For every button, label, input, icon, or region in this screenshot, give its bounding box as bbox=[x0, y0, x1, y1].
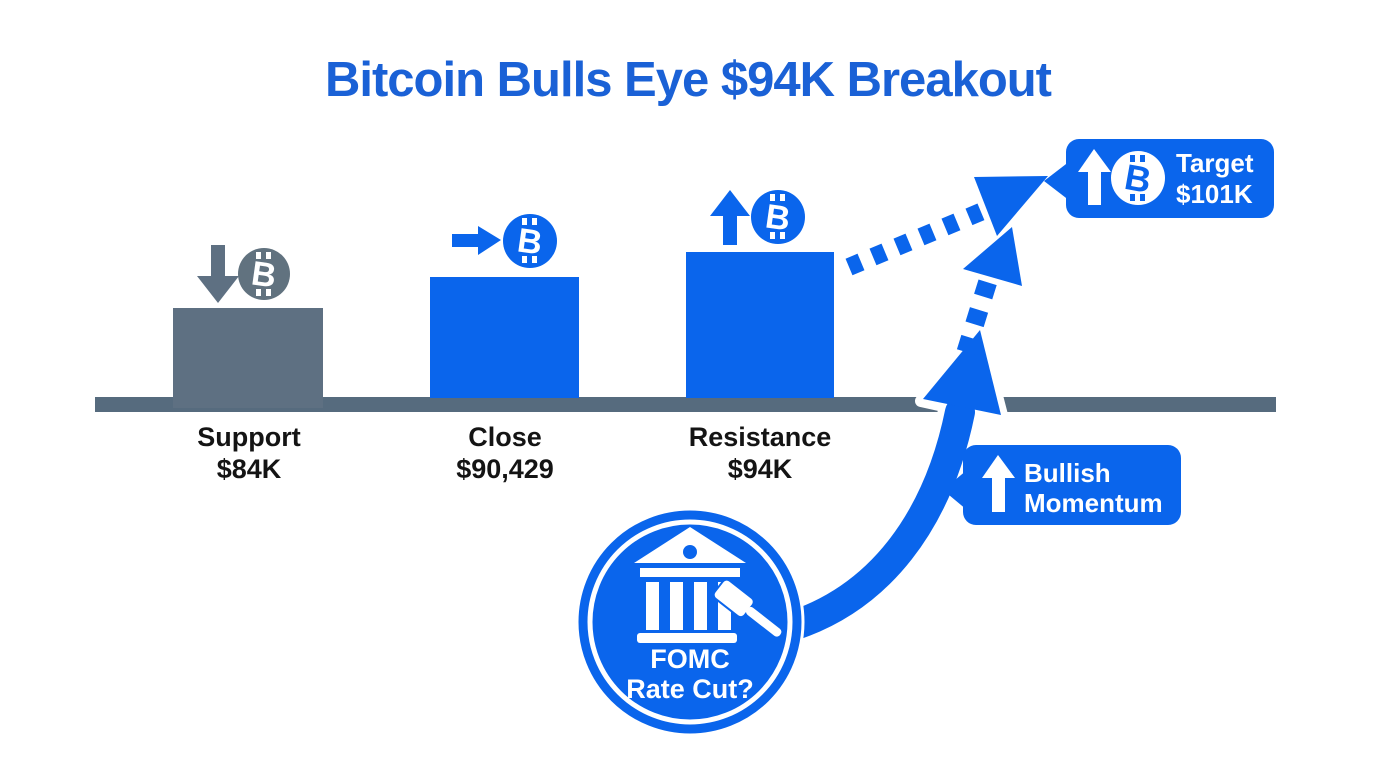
fomc-label-line2: Rate Cut? bbox=[626, 674, 754, 704]
momentum-label-line2: Momentum bbox=[1024, 488, 1163, 518]
support-label: Support bbox=[197, 422, 300, 452]
support-down-arrow-icon bbox=[197, 245, 239, 303]
resistance-bar bbox=[686, 252, 834, 398]
target-up-arrow-icon bbox=[1078, 149, 1111, 205]
bitcoin-letter: B bbox=[249, 254, 279, 295]
dashed-breakout-arrow bbox=[845, 176, 1048, 276]
bullish-momentum-badge: Bullish Momentum bbox=[943, 445, 1181, 525]
fomc-label-line1: FOMC bbox=[650, 644, 729, 674]
support-bitcoin-icon: B bbox=[238, 248, 290, 300]
close-bitcoin-icon: B bbox=[503, 214, 557, 268]
momentum-up-arrow-icon bbox=[982, 455, 1015, 512]
resistance-label: Resistance bbox=[689, 422, 832, 452]
resistance-bitcoin-icon: B bbox=[751, 190, 805, 244]
target-label: Target bbox=[1176, 148, 1254, 178]
close-value: $90,429 bbox=[456, 454, 554, 484]
fomc-circle: FOMC Rate Cut? bbox=[575, 507, 805, 737]
fomc-momentum-curved-arrow bbox=[764, 324, 1009, 650]
momentum-label-line1: Bullish bbox=[1024, 458, 1111, 488]
gavel-icon bbox=[712, 578, 782, 637]
page-title: Bitcoin Bulls Eye $94K Breakout bbox=[324, 53, 1052, 107]
resistance-up-arrow-icon bbox=[710, 190, 750, 245]
close-right-arrow-icon bbox=[452, 226, 501, 255]
close-bar bbox=[430, 277, 579, 398]
target-bitcoin-icon: B bbox=[1111, 151, 1165, 205]
close-label: Close bbox=[468, 422, 542, 452]
target-value: $101K bbox=[1176, 179, 1253, 209]
bitcoin-letter: B bbox=[763, 197, 793, 238]
dashed-arrow-to-target bbox=[956, 227, 1022, 355]
target-badge: B Target $101K bbox=[1044, 139, 1274, 218]
resistance-value: $94K bbox=[728, 454, 793, 484]
bitcoin-letter: B bbox=[515, 221, 545, 262]
support-bar bbox=[173, 308, 323, 408]
bank-icon bbox=[634, 527, 746, 643]
support-value: $84K bbox=[217, 454, 282, 484]
